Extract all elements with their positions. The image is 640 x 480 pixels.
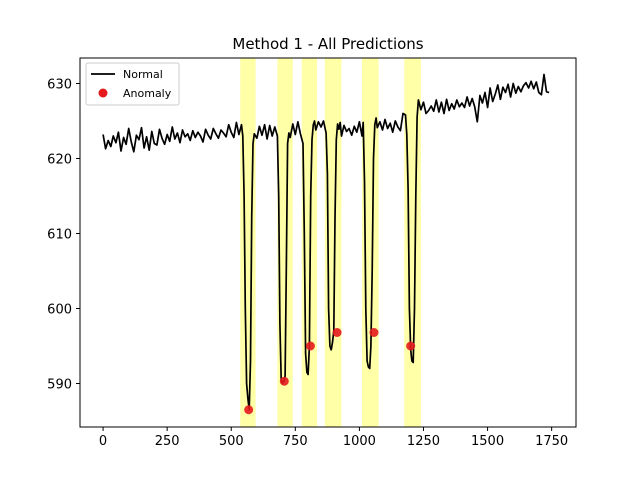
x-tick-label: 1500	[471, 434, 504, 449]
y-tick-label: 620	[47, 153, 72, 168]
anomaly-point	[244, 405, 254, 415]
anomaly-point	[305, 341, 315, 351]
series-normal-line	[102, 73, 550, 411]
legend-anomaly-marker	[98, 88, 108, 98]
anomaly-point	[332, 328, 342, 337]
x-tick-label: 1000	[343, 434, 376, 449]
legend: Normal Anomaly	[85, 62, 180, 106]
highlight-region	[404, 58, 421, 427]
series-layer	[102, 73, 550, 411]
y-tick-label: 610	[47, 228, 72, 243]
x-tick-label: 500	[219, 434, 244, 449]
plot-frame	[79, 57, 577, 428]
x-tick-label: 1750	[535, 434, 568, 449]
legend-anomaly-label: Anomaly	[123, 87, 172, 100]
y-tick-label: 600	[47, 303, 72, 318]
x-tick-label: 1250	[407, 434, 440, 449]
anomaly-points	[244, 328, 416, 415]
highlight-region	[277, 58, 293, 427]
chart-title: Method 1 - All Predictions	[232, 35, 423, 53]
x-axis: 0 250 500 750 1000 1250 1500 1750	[99, 427, 568, 449]
anomaly-point	[406, 341, 416, 351]
x-tick-label: 750	[283, 434, 308, 449]
x-tick-label: 250	[155, 434, 180, 449]
y-tick-label: 590	[47, 378, 72, 393]
anomaly-point	[369, 328, 379, 337]
legend-normal-label: Normal	[123, 68, 163, 81]
y-axis: 590 600 610 620 630	[47, 78, 80, 393]
x-tick-label: 0	[99, 434, 107, 449]
anomaly-point	[279, 376, 289, 386]
y-tick-label: 630	[47, 78, 72, 93]
highlight-region	[240, 58, 256, 427]
